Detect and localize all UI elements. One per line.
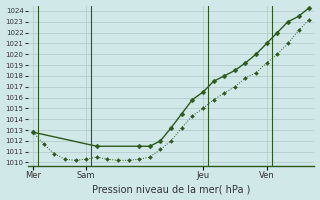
- X-axis label: Pression niveau de la mer( hPa ): Pression niveau de la mer( hPa ): [92, 184, 250, 194]
